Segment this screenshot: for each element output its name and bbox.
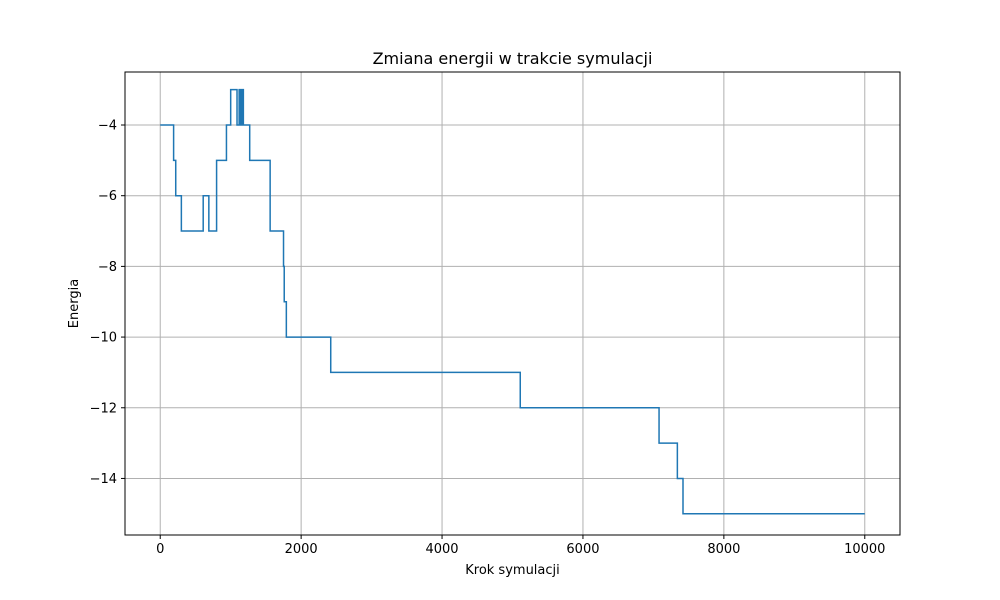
y-tick-label: −12 xyxy=(90,401,117,416)
y-tick-label: −8 xyxy=(98,260,117,275)
grid xyxy=(125,72,900,535)
x-tick-label: 6000 xyxy=(566,542,599,557)
y-tick-label: −4 xyxy=(98,119,117,134)
axis-ticks: 0 2000 4000 6000 8000 10000 −4 −6 −8 −10 −12 −14 xyxy=(90,119,886,557)
x-tick-label: 2000 xyxy=(285,542,318,557)
y-tick-label: −14 xyxy=(90,472,117,487)
x-tick-label: 10000 xyxy=(844,542,885,557)
data-series xyxy=(160,88,865,515)
y-axis-label: Energia xyxy=(67,279,82,328)
y-tick-label: −6 xyxy=(98,189,117,204)
x-tick-label: 4000 xyxy=(425,542,458,557)
y-tick-label: −10 xyxy=(90,331,117,346)
x-tick-label: 0 xyxy=(156,542,164,557)
chart-title: Zmiana energii w trakcie symulacji xyxy=(373,49,653,68)
x-axis-label: Krok symulacji xyxy=(465,563,560,578)
plot-frame xyxy=(124,71,901,536)
x-tick-label: 8000 xyxy=(707,542,740,557)
energy-step-line xyxy=(160,88,865,515)
